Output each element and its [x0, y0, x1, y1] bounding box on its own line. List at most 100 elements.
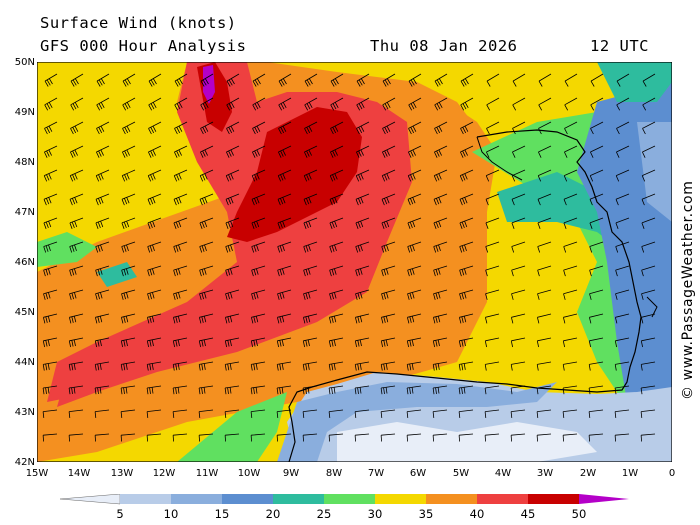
- wind-barb: [615, 289, 630, 300]
- wind-barb: [250, 337, 266, 348]
- legend-label: 50: [571, 507, 587, 521]
- wind-barb: [303, 217, 318, 229]
- lon-label-0: 0: [668, 468, 676, 479]
- wind-barb: [536, 433, 552, 442]
- lon-label-1w: 1W: [621, 468, 639, 479]
- wind-barb: [328, 433, 344, 442]
- wind-barb: [96, 73, 110, 87]
- wind-band-10-15: [637, 122, 672, 222]
- wind-barb: [354, 409, 370, 418]
- wind-barb: [198, 409, 214, 418]
- wind-barb: [276, 361, 292, 371]
- wind-barb: [251, 193, 266, 206]
- wind-barb: [458, 337, 474, 348]
- wind-band-20-25-north: [597, 62, 672, 102]
- wind-barb: [381, 265, 396, 277]
- wind-barb: [615, 193, 630, 206]
- wind-barb: [95, 289, 110, 300]
- wind-barb: [95, 265, 110, 277]
- wind-barb: [252, 121, 266, 135]
- wind-barb: [536, 361, 552, 371]
- wind-barb: [538, 121, 552, 135]
- legend-label: 5: [116, 507, 124, 521]
- wind-barb: [407, 265, 422, 277]
- wind-barb: [121, 289, 136, 300]
- wind-barb: [96, 121, 110, 135]
- wind-barb: [459, 169, 474, 182]
- wind-barb: [432, 409, 448, 418]
- wind-barb: [302, 337, 318, 348]
- wind-barb: [69, 241, 84, 253]
- wind-barb: [406, 361, 422, 371]
- wind-barb: [458, 433, 474, 442]
- wind-barb: [589, 217, 604, 229]
- wind-barb: [278, 145, 292, 158]
- wind-barb: [434, 145, 448, 158]
- lon-label-12w: 12W: [152, 468, 176, 479]
- wind-barb: [277, 313, 292, 324]
- wind-barb: [511, 169, 526, 182]
- wind-barb: [122, 145, 136, 158]
- wind-barb: [381, 193, 396, 206]
- wind-barb: [43, 289, 58, 300]
- wind-barb: [173, 241, 188, 253]
- wind-barb: [44, 145, 58, 158]
- wind-barb: [95, 193, 110, 206]
- wind-barb: [640, 409, 656, 418]
- wind-barb: [302, 361, 318, 371]
- wind-barb: [303, 241, 318, 253]
- wind-barb: [303, 289, 318, 300]
- legend-label: 25: [316, 507, 332, 521]
- wind-barb: [199, 193, 214, 206]
- wind-barb: [536, 337, 552, 348]
- wind-band-40-45-west: [57, 357, 117, 407]
- wind-barb: [69, 169, 84, 182]
- wind-barb: [563, 217, 578, 229]
- wind-barb: [589, 241, 604, 253]
- wind-barb: [614, 409, 630, 418]
- wind-barb: [304, 73, 318, 87]
- wind-barb: [536, 409, 552, 418]
- wind-barb: [329, 217, 344, 229]
- wind-barb: [95, 169, 110, 182]
- wind-barb: [537, 241, 552, 253]
- wind-barb: [433, 265, 448, 277]
- wind-barb: [536, 385, 552, 395]
- lat-label-43n: 43N: [14, 407, 35, 418]
- wind-barb: [250, 361, 266, 371]
- lon-label-2w: 2W: [579, 468, 597, 479]
- wind-barb: [510, 385, 526, 395]
- wind-barb: [407, 313, 422, 324]
- wind-barb: [537, 193, 552, 206]
- wind-barb: [198, 433, 214, 442]
- wind-barb: [458, 361, 474, 371]
- wind-barb: [615, 169, 630, 182]
- wind-barb: [459, 313, 474, 324]
- wind-barb: [355, 313, 370, 324]
- legend-arrow-high: [579, 494, 629, 504]
- legend-label: 45: [520, 507, 536, 521]
- wind-barb: [382, 97, 396, 111]
- wind-barb: [146, 337, 162, 348]
- wind-barb: [68, 337, 84, 348]
- wind-barb: [120, 409, 136, 418]
- wind-barb: [278, 121, 292, 135]
- wind-barb: [564, 121, 578, 135]
- wind-barb: [641, 289, 656, 300]
- wind-barb: [484, 361, 500, 371]
- wind-barb: [330, 73, 344, 87]
- wind-barb: [563, 289, 578, 300]
- wind-barb: [616, 121, 630, 135]
- wind-barb: [433, 313, 448, 324]
- wind-barb: [511, 313, 526, 324]
- wind-barb: [538, 97, 552, 111]
- wind-barb: [459, 193, 474, 206]
- wind-barb: [459, 265, 474, 277]
- wind-barb: [95, 313, 110, 324]
- wind-barb: [42, 385, 58, 395]
- wind-barb: [148, 97, 162, 111]
- wind-barb: [537, 169, 552, 182]
- wind-barb: [147, 313, 162, 324]
- wind-barb: [564, 97, 578, 111]
- wind-barb: [43, 313, 58, 324]
